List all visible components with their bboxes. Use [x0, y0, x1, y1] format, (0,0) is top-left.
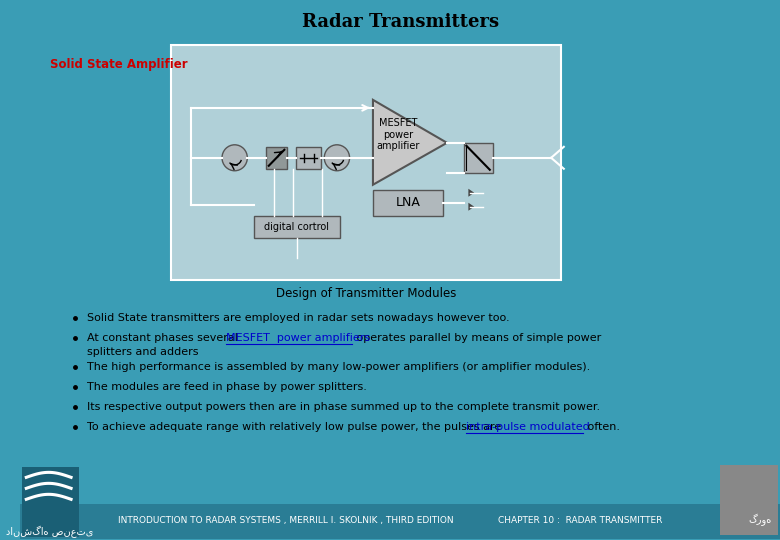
Circle shape [222, 145, 247, 171]
Circle shape [324, 145, 349, 171]
Bar [373, 190, 443, 215]
Text: Its respective output powers then are in phase summed up to the complete transmi: Its respective output powers then are in… [87, 402, 600, 413]
Bar [266, 147, 287, 169]
Text: Design of Transmitter Modules: Design of Transmitter Modules [276, 287, 456, 300]
Polygon shape [468, 202, 474, 211]
Text: The high performance is assembled by many low-power amplifiers (or amplifier mod: The high performance is assembled by man… [87, 362, 590, 373]
Text: INTRODUCTION TO RADAR SYSTEMS , MERRILL I. SKOLNIK , THIRD EDITION: INTRODUCTION TO RADAR SYSTEMS , MERRILL … [118, 516, 453, 525]
Text: CHAPTER 10 :  RADAR TRANSMITTER: CHAPTER 10 : RADAR TRANSMITTER [498, 516, 662, 525]
Bar [463, 143, 493, 173]
Polygon shape [468, 189, 474, 197]
Text: MESFET  power amplifiers: MESFET power amplifiers [226, 333, 370, 342]
Bar [296, 147, 321, 169]
Text: LNA: LNA [395, 196, 420, 209]
Text: intra-pulse modulated: intra-pulse modulated [466, 422, 590, 433]
Text: often.: often. [584, 422, 620, 433]
Text: At constant phases several: At constant phases several [87, 333, 241, 342]
Text: operates parallel by means of simple power: operates parallel by means of simple pow… [353, 333, 601, 342]
Text: digital cortrol: digital cortrol [264, 222, 329, 232]
Text: دانشگاه صنعتی: دانشگاه صنعتی [6, 526, 94, 538]
Bar [720, 465, 778, 535]
Text: splitters and adders: splitters and adders [87, 347, 198, 356]
Text: Radar Transmitters: Radar Transmitters [302, 13, 498, 31]
Text: The modules are feed in phase by power splitters.: The modules are feed in phase by power s… [87, 382, 367, 393]
Bar [254, 215, 340, 238]
Text: Solid State transmitters are employed in radar sets nowadays however too.: Solid State transmitters are employed in… [87, 313, 509, 322]
Bar [172, 45, 561, 280]
Text: Solid State Amplifier: Solid State Amplifier [50, 58, 187, 71]
Bar [23, 467, 79, 537]
Text: گروه: گروه [749, 514, 772, 526]
Polygon shape [373, 100, 447, 185]
Text: MESFET
power
amplifier: MESFET power amplifier [377, 118, 420, 151]
Text: To achieve adequate range with relatively low pulse power, the pulses are: To achieve adequate range with relativel… [87, 422, 505, 433]
Bar [20, 504, 780, 539]
